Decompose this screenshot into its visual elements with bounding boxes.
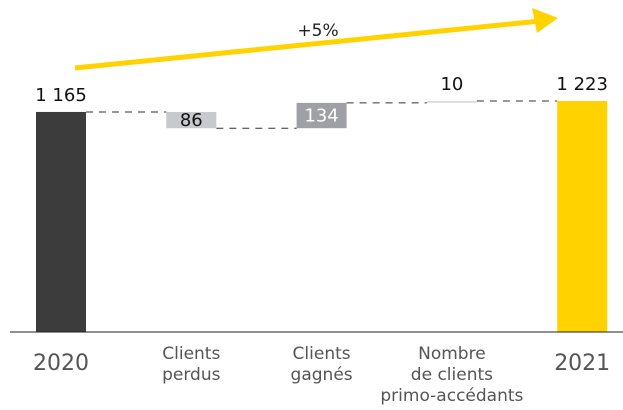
- category-label: Clients perdus: [162, 344, 221, 385]
- value-label: 1 165: [35, 85, 87, 106]
- bar: [426, 101, 477, 103]
- growth-annotation: +5%: [297, 21, 338, 41]
- category-label: Clients gagnés: [291, 344, 353, 385]
- bar: [296, 102, 347, 129]
- category-line: Clients: [293, 344, 351, 364]
- arrow-head: [532, 8, 558, 33]
- category-line: Clients: [162, 344, 220, 364]
- category-line: Nombre: [418, 344, 486, 364]
- category-line: de clients: [411, 365, 493, 385]
- value-label: 1 223: [556, 74, 608, 95]
- category-label: Nombre de clients primo-accédants: [380, 344, 523, 406]
- bar: [166, 111, 217, 129]
- category-line: gagnés: [291, 365, 353, 385]
- growth-arrow: [74, 18, 541, 71]
- category-line: 2021: [554, 351, 610, 376]
- category-line: perdus: [162, 365, 221, 385]
- category-line: 2020: [33, 351, 89, 376]
- value-label: 10: [440, 74, 463, 95]
- bar: [557, 101, 608, 332]
- bar: [36, 111, 86, 332]
- value-label: 86: [180, 110, 203, 131]
- category-label: 2021: [554, 351, 610, 376]
- category-label: 2020: [33, 351, 89, 376]
- category-line: primo-accédants: [380, 386, 523, 406]
- value-label: 134: [304, 106, 338, 127]
